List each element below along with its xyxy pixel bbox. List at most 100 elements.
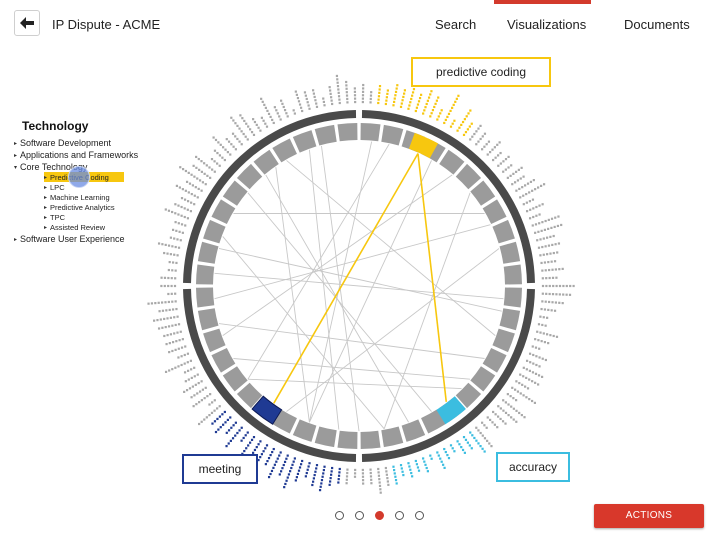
bullet-icon: ▸ — [44, 195, 48, 201]
nav-documents[interactable]: Documents — [624, 17, 690, 32]
inner-ring-segment — [197, 241, 219, 264]
tree-subitem-assisted-review[interactable]: ▸ Assisted Review — [44, 223, 105, 232]
inner-ring-segment — [211, 199, 236, 224]
histogram-dot — [181, 231, 184, 234]
chord-line — [286, 248, 500, 412]
histogram-dot — [216, 417, 219, 421]
histogram-dot — [555, 293, 558, 296]
histogram-dot — [475, 426, 478, 429]
histogram-dot — [475, 130, 478, 133]
histogram-dot — [568, 293, 572, 296]
histogram-dot — [539, 331, 542, 334]
tree-subitem-machine-learning[interactable]: ▸ Machine Learning — [44, 193, 110, 202]
histogram-dot — [520, 413, 523, 417]
histogram-dot — [528, 200, 532, 203]
nav-search[interactable]: Search — [435, 17, 477, 32]
histogram-dot — [541, 277, 544, 280]
tree-item-software-development[interactable]: ▸ Software Development — [14, 138, 111, 148]
histogram-dot — [183, 390, 186, 393]
histogram-dot — [378, 88, 381, 91]
histogram-dot — [265, 125, 269, 128]
histogram-dot — [238, 429, 241, 432]
histogram-dot — [544, 358, 547, 362]
histogram-dot — [281, 102, 284, 105]
inner-ring-segment — [314, 426, 337, 448]
histogram-dot — [174, 245, 177, 249]
histogram-dot — [401, 470, 404, 473]
histogram-dot — [319, 485, 322, 488]
histogram-dot — [522, 194, 525, 197]
histogram-dot — [183, 362, 186, 365]
histogram-dot — [184, 380, 187, 383]
histogram-dot — [257, 443, 260, 446]
histogram-dot — [471, 434, 474, 437]
histogram-dot — [200, 160, 203, 163]
chord-line — [233, 358, 471, 380]
histogram-dot — [193, 175, 196, 178]
histogram-dot — [236, 431, 239, 435]
histogram-dot — [443, 466, 446, 469]
histogram-dot — [240, 143, 243, 146]
histogram-dot — [330, 99, 333, 102]
histogram-dot — [195, 166, 198, 169]
histogram-dot — [257, 126, 260, 129]
tree-subitem-predictive-analytics[interactable]: ▸ Predictive Analytics — [44, 203, 115, 212]
histogram-dot — [362, 87, 365, 90]
callout-meeting[interactable]: meeting — [182, 454, 258, 484]
histogram-dot — [541, 357, 544, 360]
histogram-dot — [385, 99, 388, 102]
histogram-dot — [399, 464, 403, 467]
nav-visualizations[interactable]: Visualizations — [507, 17, 587, 32]
histogram-dot — [329, 89, 332, 92]
tree-item-core-technology[interactable]: ▾ Core Technology — [14, 162, 87, 172]
page-dot-5[interactable] — [415, 511, 424, 520]
histogram-dot — [163, 317, 166, 321]
histogram-dot — [411, 475, 414, 478]
histogram-dot — [338, 101, 341, 105]
histogram-dot — [378, 85, 382, 88]
histogram-dot — [515, 399, 518, 402]
page-dot-2[interactable] — [355, 511, 364, 520]
histogram-dot — [415, 106, 419, 109]
page-dot-3[interactable] — [375, 511, 384, 520]
histogram-dot — [173, 237, 176, 240]
page-dot-1[interactable] — [335, 511, 344, 520]
histogram-dot — [218, 405, 221, 408]
histogram-dot — [203, 162, 206, 165]
histogram-dot — [353, 94, 357, 97]
histogram-dot — [462, 133, 466, 137]
histogram-dot — [545, 236, 549, 239]
histogram-dot — [304, 475, 307, 478]
histogram-dot — [174, 348, 177, 351]
tree-item-applications-frameworks[interactable]: ▸ Applications and Frameworks — [14, 150, 138, 160]
histogram-dot — [197, 381, 200, 385]
histogram-dot — [174, 269, 177, 272]
tree-item-software-user-experience[interactable]: ▸ Software User Experience — [14, 234, 125, 244]
histogram-dot — [541, 284, 545, 288]
actions-button[interactable]: ACTIONS — [594, 504, 704, 528]
histogram-dot — [167, 244, 171, 247]
page-dot-4[interactable] — [395, 511, 404, 520]
histogram-dot — [175, 340, 178, 343]
histogram-dot — [299, 463, 303, 466]
histogram-dot — [280, 470, 283, 473]
histogram-dot — [531, 198, 535, 201]
back-button[interactable] — [14, 10, 40, 36]
histogram-dot — [213, 170, 216, 173]
histogram-dot — [292, 109, 295, 112]
callout-accuracy[interactable]: accuracy — [496, 452, 570, 482]
callout-predictive-coding[interactable]: predictive coding — [411, 57, 551, 87]
histogram-dot — [301, 109, 304, 113]
chord-line — [275, 167, 310, 423]
tree-subitem-tpc[interactable]: ▸ TPC — [44, 213, 65, 222]
tree-subitem-label: Machine Learning — [50, 193, 110, 202]
histogram-dot — [169, 253, 172, 256]
tree-subitem-lpc[interactable]: ▸ LPC — [44, 183, 65, 192]
histogram-dot — [337, 474, 341, 477]
histogram-dot — [252, 118, 255, 121]
histogram-dot — [262, 119, 265, 122]
histogram-dot — [547, 244, 551, 247]
histogram-dot — [193, 203, 196, 206]
histogram-dot — [461, 120, 465, 124]
